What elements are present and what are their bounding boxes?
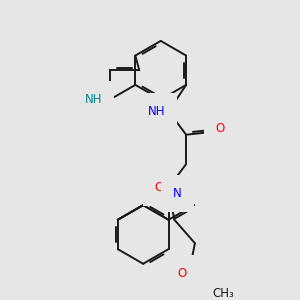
Text: NH: NH (85, 93, 102, 106)
Text: O: O (154, 181, 164, 194)
Text: CH₃: CH₃ (212, 286, 234, 300)
Text: N: N (173, 187, 182, 200)
Text: NH: NH (148, 105, 166, 118)
Text: O: O (177, 267, 186, 280)
Text: O: O (215, 122, 225, 135)
